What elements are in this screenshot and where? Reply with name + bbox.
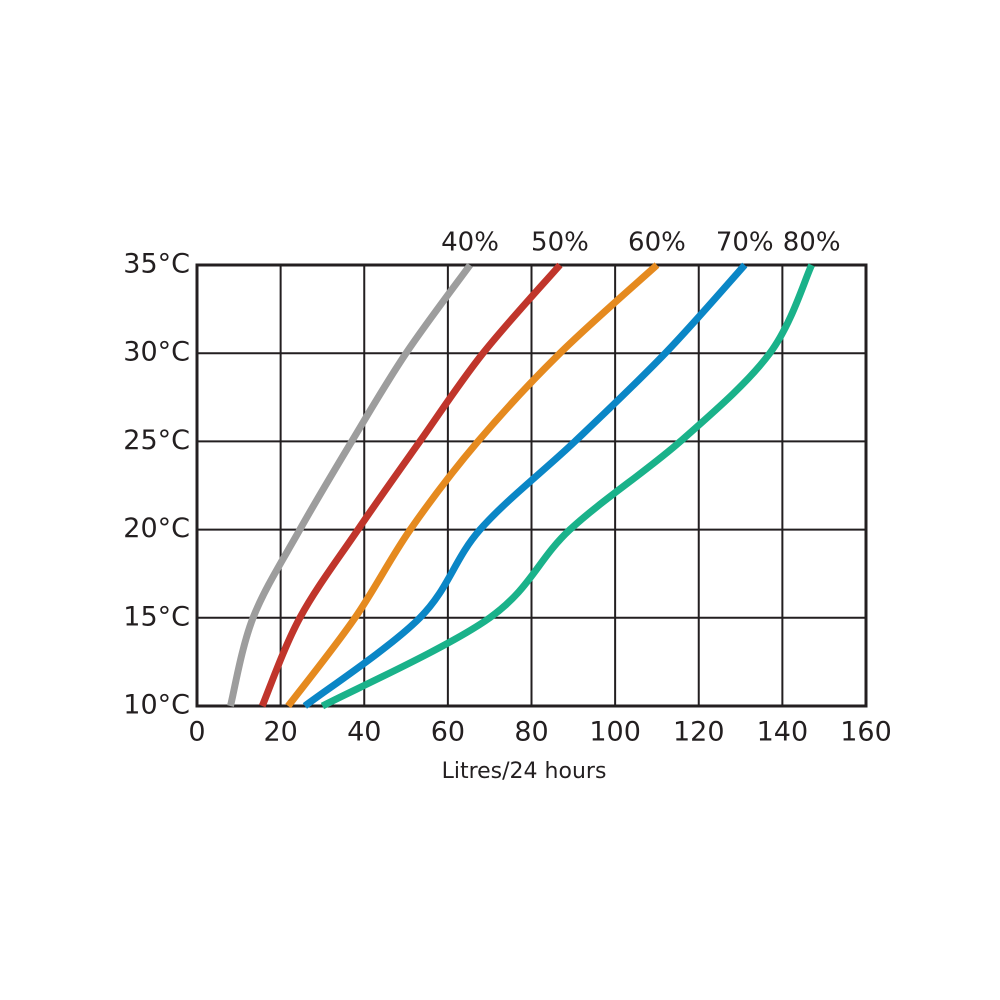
line xyxy=(320,263,815,710)
x-tick-label: 120 xyxy=(673,717,725,748)
y-tick-label: 20°C xyxy=(123,513,190,544)
y-tick-label: 15°C xyxy=(123,601,190,632)
y-tick-label: 35°C xyxy=(123,249,190,280)
x-tick-label: 0 xyxy=(188,717,205,748)
plot-frame xyxy=(195,263,868,708)
x-tick-label: 60 xyxy=(431,717,465,748)
series-label: 40% xyxy=(441,228,499,258)
series-label: 70% xyxy=(716,228,774,258)
series-label: 60% xyxy=(628,228,686,258)
line xyxy=(285,262,660,709)
x-axis-label: Litres/24 hours xyxy=(442,759,607,784)
x-tick-label: 20 xyxy=(263,717,297,748)
series-label: 80% xyxy=(783,228,841,258)
series-label: 50% xyxy=(531,228,589,258)
y-tick-label: 30°C xyxy=(123,337,190,368)
x-tick-label: 100 xyxy=(589,717,641,748)
x-tick-label: 140 xyxy=(757,717,809,748)
y-tick-label: 25°C xyxy=(123,425,190,456)
x-tick-label: 40 xyxy=(347,717,381,748)
line xyxy=(227,262,473,707)
line xyxy=(259,262,563,708)
x-tick-label: 80 xyxy=(514,717,548,748)
line xyxy=(302,262,748,709)
y-tick-label: 10°C xyxy=(123,690,190,721)
x-tick-label: 160 xyxy=(840,717,892,748)
